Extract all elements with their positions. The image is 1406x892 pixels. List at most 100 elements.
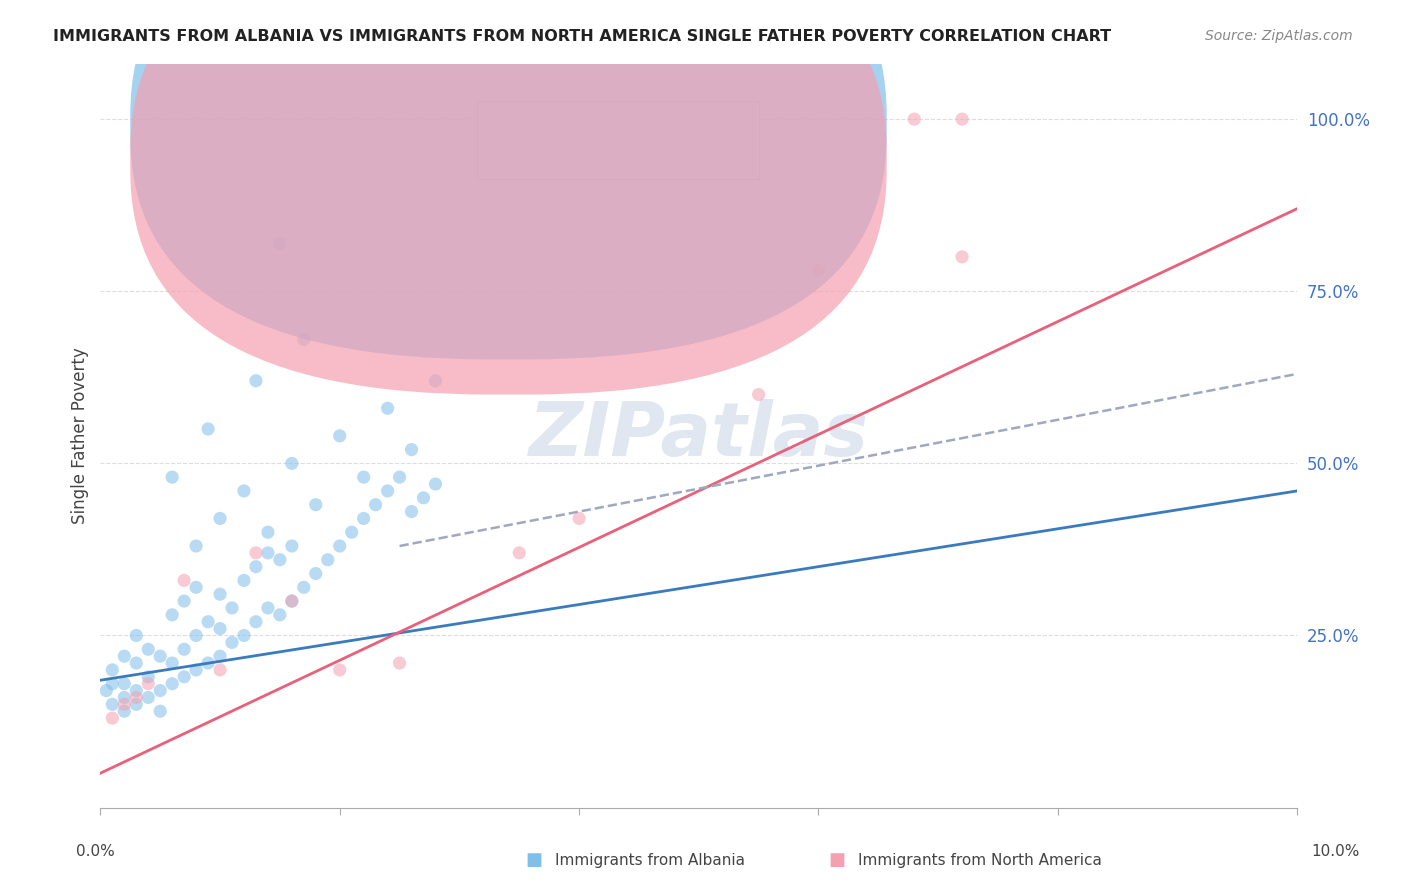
Point — [305, 566, 328, 581]
Point — [807, 263, 830, 277]
Point — [281, 594, 304, 608]
Y-axis label: Single Father Poverty: Single Father Poverty — [72, 348, 89, 524]
Text: 10.0%: 10.0% — [1312, 845, 1360, 859]
Point — [208, 663, 231, 677]
Point — [173, 594, 195, 608]
Text: 0.0%: 0.0% — [76, 845, 115, 859]
Point — [377, 483, 399, 498]
Point — [136, 642, 159, 657]
Point — [903, 112, 925, 127]
Point — [950, 112, 973, 127]
Point — [748, 387, 770, 401]
Point — [364, 498, 387, 512]
Point — [96, 683, 118, 698]
Point — [245, 546, 267, 560]
Text: Source: ZipAtlas.com: Source: ZipAtlas.com — [1205, 29, 1353, 44]
Point — [125, 628, 148, 642]
Point — [412, 491, 434, 505]
Point — [160, 676, 183, 690]
Point — [233, 483, 256, 498]
Point — [125, 690, 148, 705]
Point — [281, 594, 304, 608]
Point — [281, 539, 304, 553]
Point — [160, 656, 183, 670]
FancyBboxPatch shape — [131, 0, 887, 359]
Point — [329, 539, 352, 553]
Point — [208, 587, 231, 601]
Point — [292, 580, 315, 594]
Point — [316, 553, 339, 567]
Point — [233, 574, 256, 588]
Text: Immigrants from Albania: Immigrants from Albania — [555, 854, 745, 868]
Point — [245, 559, 267, 574]
Point — [245, 615, 267, 629]
FancyBboxPatch shape — [131, 0, 887, 394]
Point — [233, 628, 256, 642]
Point — [257, 546, 280, 560]
Point — [112, 649, 135, 664]
Text: Immigrants from North America: Immigrants from North America — [858, 854, 1101, 868]
Point — [388, 656, 411, 670]
Point — [197, 422, 219, 436]
Point — [508, 546, 530, 560]
Point — [245, 374, 267, 388]
Point — [269, 235, 291, 250]
Point — [173, 670, 195, 684]
Point — [149, 649, 172, 664]
Point — [269, 553, 291, 567]
Point — [101, 676, 124, 690]
Point — [401, 442, 423, 457]
Point — [184, 580, 207, 594]
Point — [197, 656, 219, 670]
Point — [208, 622, 231, 636]
Point — [221, 601, 243, 615]
Point — [208, 649, 231, 664]
Point — [388, 470, 411, 484]
Point — [125, 698, 148, 712]
Point — [160, 470, 183, 484]
Point — [281, 456, 304, 470]
Point — [173, 574, 195, 588]
Point — [401, 505, 423, 519]
Point — [101, 711, 124, 725]
Point — [184, 663, 207, 677]
Text: R = 0.347: R = 0.347 — [540, 116, 623, 134]
Point — [112, 698, 135, 712]
Point — [112, 676, 135, 690]
Point — [353, 470, 375, 484]
Point — [257, 525, 280, 540]
Point — [160, 607, 183, 622]
Point — [292, 333, 315, 347]
Point — [149, 704, 172, 718]
Point — [305, 498, 328, 512]
Point — [125, 683, 148, 698]
Point — [950, 250, 973, 264]
Point — [340, 525, 363, 540]
Point — [149, 683, 172, 698]
Text: N = 72: N = 72 — [641, 116, 699, 134]
Point — [208, 511, 231, 525]
Point — [184, 628, 207, 642]
Point — [173, 642, 195, 657]
Point — [112, 704, 135, 718]
Point — [257, 601, 280, 615]
Point — [329, 429, 352, 443]
Point — [269, 607, 291, 622]
Point — [184, 539, 207, 553]
Point — [353, 511, 375, 525]
Point — [136, 690, 159, 705]
Text: R = 0.699: R = 0.699 — [540, 151, 623, 169]
Point — [568, 511, 591, 525]
Point — [197, 615, 219, 629]
FancyBboxPatch shape — [478, 101, 759, 179]
Point — [101, 663, 124, 677]
Point — [425, 477, 447, 491]
Point — [136, 670, 159, 684]
Point — [101, 698, 124, 712]
Text: ■: ■ — [526, 851, 543, 869]
Point — [112, 690, 135, 705]
Point — [136, 676, 159, 690]
Point — [221, 635, 243, 649]
Point — [425, 374, 447, 388]
Point — [377, 401, 399, 416]
